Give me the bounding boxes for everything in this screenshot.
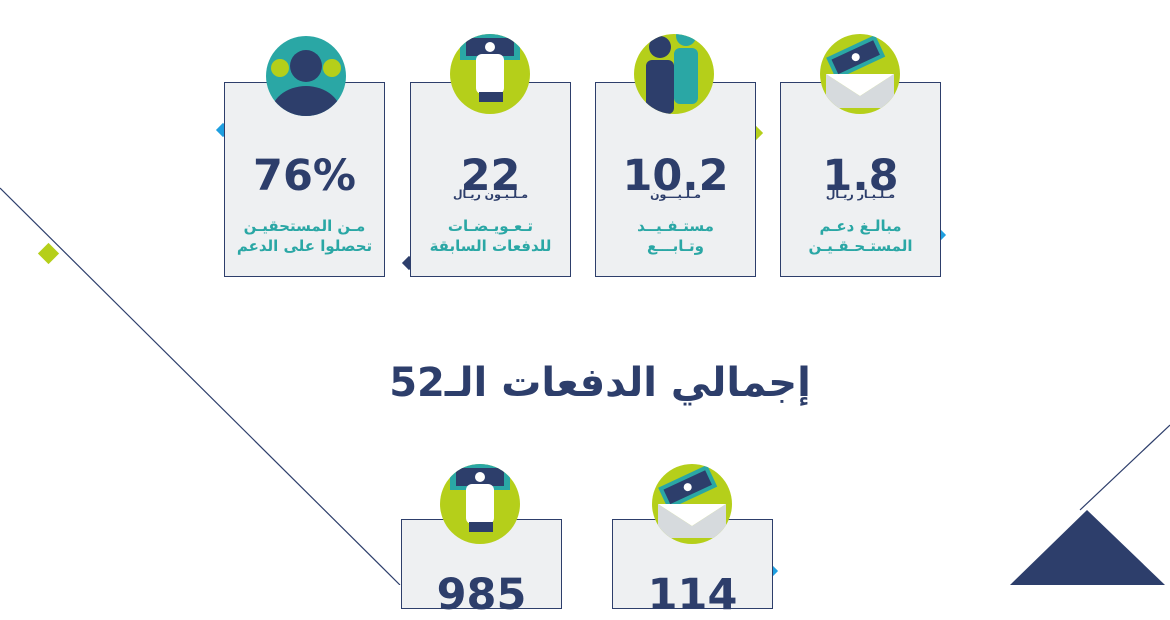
stat-value: 22: [460, 151, 521, 201]
desc-line: مبالـغ دعـم: [819, 217, 902, 235]
stat-description: مبالـغ دعـم المستـحـقـيـن: [781, 216, 940, 256]
background-decoration: [0, 187, 1170, 585]
desc-line: وتـابـــع: [647, 237, 704, 255]
hand-money-icon: [440, 464, 520, 544]
stat-value: 76%: [253, 151, 356, 201]
stat-value: 10.2: [622, 151, 729, 201]
desc-line: مـن المستحقيـن: [243, 217, 366, 235]
stat-card-beneficiaries: 10.2 مـلـيـــون مستـفـيــد وتـابـــع: [595, 82, 756, 277]
money-envelope-icon: [652, 464, 732, 544]
stat-value: 1.8: [822, 151, 899, 201]
money-envelope-icon: [820, 34, 900, 114]
section-title: إجمالي الدفعات الـ52: [389, 360, 811, 406]
stat-description: تـعـويـضـات للدفعات السابقة: [411, 216, 570, 256]
two-persons-icon: [634, 34, 714, 114]
desc-line: مستـفـيــد: [637, 217, 714, 235]
desc-line: تـعـويـضـات: [447, 217, 534, 235]
stat-value: 114: [647, 570, 738, 620]
people-group-icon: [266, 36, 346, 116]
desc-line: للدفعات السابقة: [429, 237, 552, 255]
hand-money-icon: [450, 34, 530, 114]
stat-card-compensations: 22 مـلـيـون ريـال تـعـويـضـات للدفعات ال…: [410, 82, 571, 277]
stat-unit: مـلـيـون ريـال: [452, 188, 529, 201]
stat-unit: مـلـيـار ريـال: [825, 188, 896, 201]
stat-description: مـن المستحقيـن تحصلوا على الدعم: [225, 216, 384, 256]
desc-line: تحصلوا على الدعم: [236, 237, 373, 255]
stat-value: 985: [436, 570, 527, 620]
stat-unit: مـلـيـــون: [650, 188, 701, 201]
desc-line: المستـحـقـيـن: [808, 237, 913, 255]
stat-description: مستـفـيــد وتـابـــع: [596, 216, 755, 256]
stat-card-support-amounts: 1.8 مـلـيـار ريـال مبالـغ دعـم المستـحـق…: [780, 82, 941, 277]
